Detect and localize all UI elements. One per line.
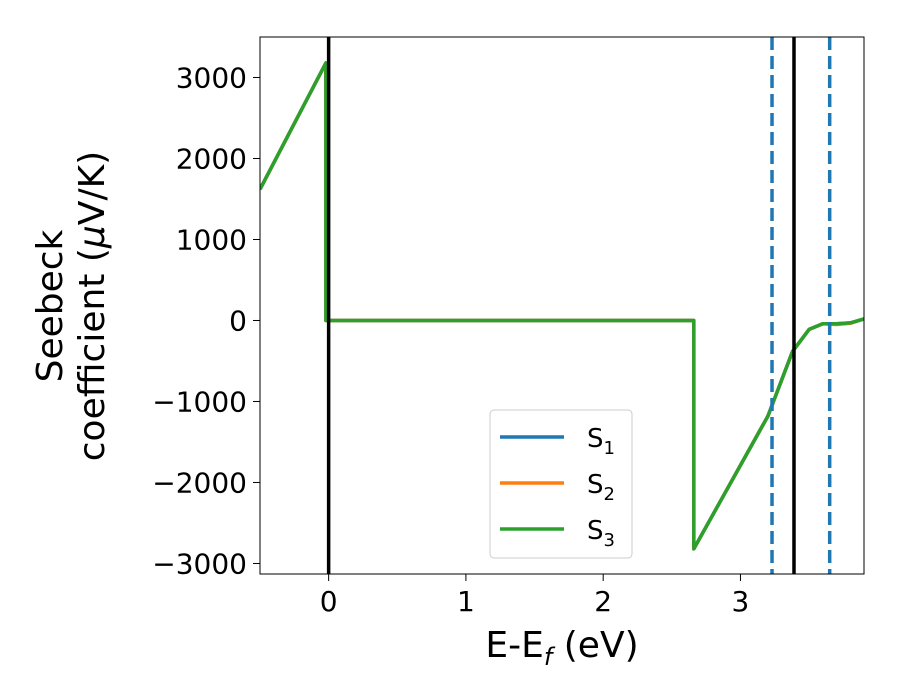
y-axis-title: Seebeck coefficient (μV/K) [30,151,113,461]
x-axis-title: E-Ef (eV) [485,625,638,671]
legend-label-s2: S2 [587,470,615,505]
legend: S1 S2 S3 [489,409,633,559]
plot-frame [259,36,865,575]
series-line-s3 [260,61,864,551]
x-tick-label: 2 [594,585,612,618]
y-tick-label: 1000 [176,223,247,256]
axis-ticks: 0 1 2 3 3000 2000 1000 0 −1000 −2000 −3000 [152,61,749,618]
y-tick-label: 3000 [176,61,247,94]
y-axis-title-line2: coefficient (μV/K) [72,151,113,461]
y-axis-title-line1: Seebeck [30,229,71,382]
y-tick-label: 0 [229,304,247,337]
x-tick-label: 3 [732,585,750,618]
y-tick-label: 2000 [176,142,247,175]
x-axis-title-unit: (eV) [552,625,638,666]
y-tick-label: −1000 [152,385,247,418]
y-tick-label: −2000 [152,466,247,499]
legend-label-s1: S1 [587,424,615,459]
y-tick-label: −3000 [152,547,247,580]
legend-label-s3: S3 [587,516,615,551]
plot-area [260,37,864,574]
x-tick-label: 0 [320,585,338,618]
x-tick-label: 1 [457,585,475,618]
